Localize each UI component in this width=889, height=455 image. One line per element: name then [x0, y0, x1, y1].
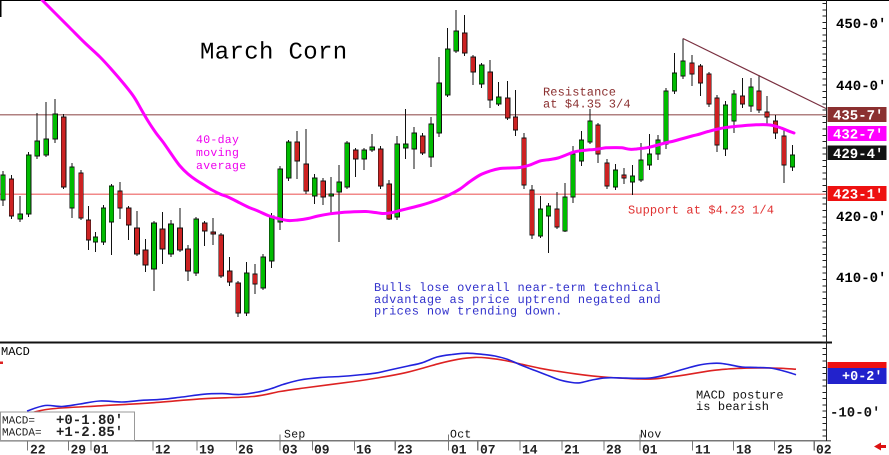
svg-text:MACD posture: MACD posture — [696, 389, 784, 403]
svg-text:07: 07 — [480, 443, 496, 455]
svg-text:11: 11 — [695, 443, 711, 455]
svg-text:advantage as price uptrend neg: advantage as price uptrend negated and — [374, 293, 661, 307]
svg-text:MACD: MACD — [1, 345, 30, 359]
svg-text:is bearish: is bearish — [696, 400, 769, 414]
svg-text:25: 25 — [777, 443, 793, 455]
svg-text:+0-1.80': +0-1.80' — [56, 413, 123, 429]
svg-text:Resistance: Resistance — [543, 86, 616, 100]
svg-text:at $4.35 3/4: at $4.35 3/4 — [543, 98, 631, 112]
svg-text:March Corn: March Corn — [200, 40, 348, 67]
svg-text:40-day: 40-day — [196, 134, 239, 147]
svg-text:+1-2.85': +1-2.85' — [56, 425, 123, 441]
svg-text:prices now trending down.: prices now trending down. — [374, 305, 563, 319]
svg-text:423-1': 423-1' — [833, 188, 883, 204]
svg-text:26: 26 — [238, 443, 254, 455]
svg-text:03: 03 — [282, 443, 298, 455]
svg-text:450-0': 450-0' — [836, 17, 886, 33]
svg-text:Oct: Oct — [450, 429, 472, 442]
svg-text:440-0': 440-0' — [836, 79, 886, 95]
svg-text:Bulls lose overall near-term t: Bulls lose overall near-term technical — [374, 281, 661, 295]
svg-text:23: 23 — [397, 443, 413, 455]
svg-text:Nov: Nov — [640, 429, 662, 442]
svg-text:02: 02 — [816, 443, 832, 455]
svg-text:18: 18 — [736, 443, 752, 455]
svg-text:410-0': 410-0' — [836, 271, 886, 287]
svg-text:09: 09 — [314, 443, 330, 455]
svg-text:Sep: Sep — [284, 429, 306, 442]
svg-text:moving: moving — [196, 147, 239, 160]
svg-text:435-7': 435-7' — [833, 109, 883, 125]
svg-text:MACDA=: MACDA= — [2, 428, 42, 440]
svg-text:432-7': 432-7' — [833, 128, 883, 144]
svg-text:14: 14 — [522, 443, 538, 455]
svg-text:average: average — [196, 160, 246, 173]
svg-text:01: 01 — [642, 443, 658, 455]
svg-text:22: 22 — [30, 443, 46, 455]
svg-text:01: 01 — [451, 443, 467, 455]
svg-text:420-0': 420-0' — [836, 210, 886, 226]
svg-text:429-4': 429-4' — [833, 147, 883, 163]
svg-text:12: 12 — [155, 443, 171, 455]
svg-text:29: 29 — [71, 443, 87, 455]
svg-text:28: 28 — [606, 443, 622, 455]
svg-text:+0-2': +0-2' — [842, 370, 883, 385]
svg-text:16: 16 — [356, 443, 372, 455]
svg-text:MACD=: MACD= — [2, 416, 35, 428]
svg-text:21: 21 — [564, 443, 580, 455]
svg-text:-10-0': -10-0' — [830, 406, 880, 422]
svg-text:Support at $4.23 1/4: Support at $4.23 1/4 — [628, 204, 774, 218]
svg-text:01: 01 — [93, 443, 109, 455]
svg-text:19: 19 — [199, 443, 215, 455]
